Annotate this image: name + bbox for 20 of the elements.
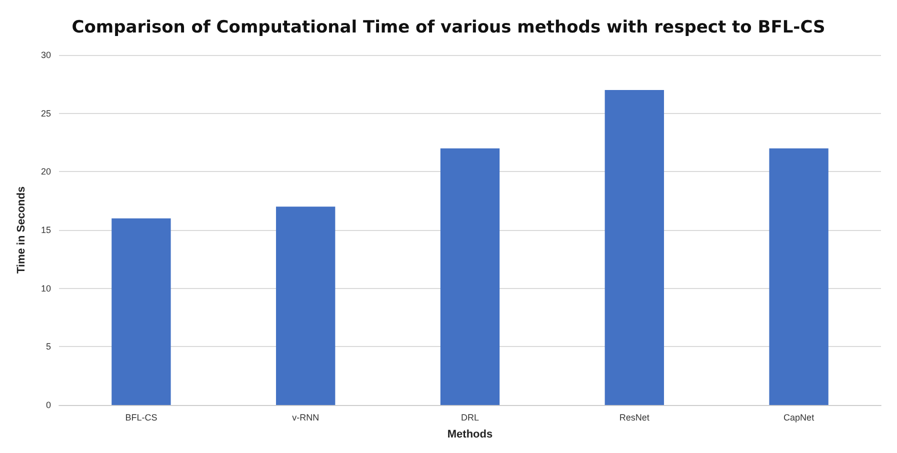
x-tick-label: ResNet: [619, 412, 650, 422]
y-tick-label: 15: [40, 225, 51, 235]
y-tick-label: 5: [46, 342, 51, 352]
bar: [440, 148, 500, 405]
x-axis-title: Methods: [447, 428, 493, 440]
y-tick-label: 10: [40, 283, 51, 294]
y-tick-label: 30: [40, 50, 51, 60]
y-tick-label: 25: [40, 108, 51, 118]
y-tick-label: 0: [46, 400, 51, 410]
bar: [276, 206, 336, 405]
bar: [604, 90, 664, 405]
y-axis-title: Time in Seconds: [16, 186, 28, 274]
x-tick-label: CapNet: [784, 412, 815, 422]
bar: [112, 218, 171, 405]
x-tick-label: v-RNN: [292, 412, 320, 422]
x-tick-label: BFL-CS: [125, 412, 158, 422]
y-tick-label: 20: [40, 166, 51, 177]
chart-title: Comparison of Computational Time of various methods with respect to BFL-CS: [72, 18, 826, 38]
bar: [769, 148, 828, 405]
x-tick-label: DRL: [460, 412, 480, 422]
